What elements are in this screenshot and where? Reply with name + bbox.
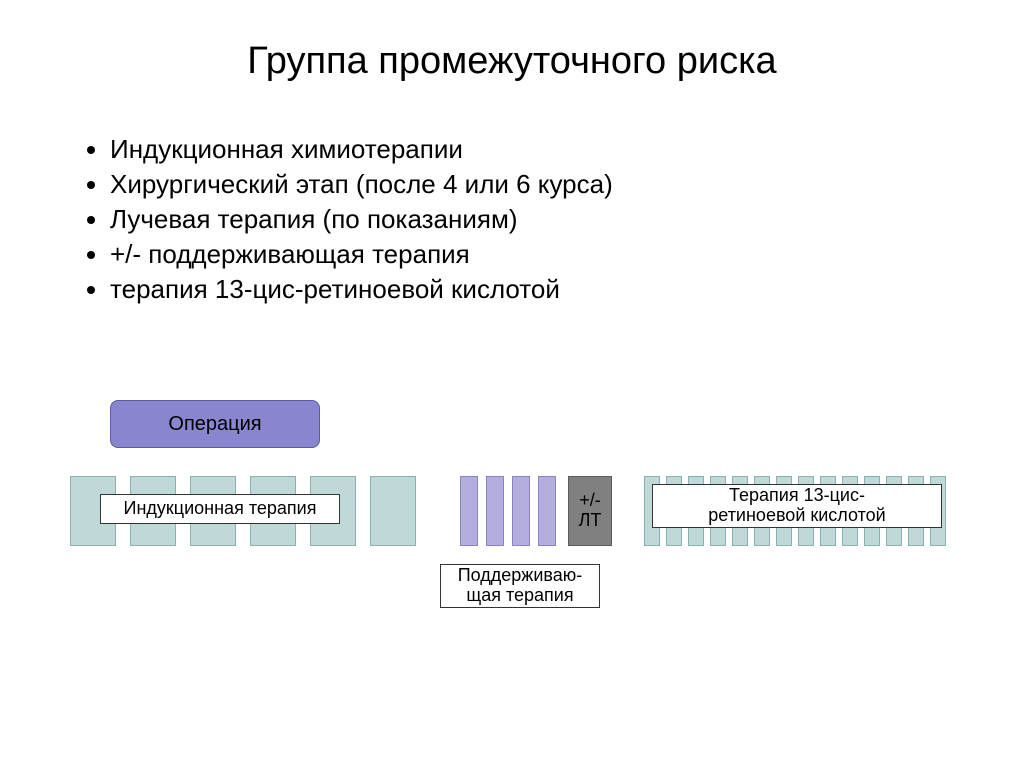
timeline-block [538, 476, 556, 546]
timeline-block [460, 476, 478, 546]
bullet-item: Лучевая терапия (по показаниям) [110, 202, 902, 237]
retinoic-label: Терапия 13-цис-ретиноевой кислотой [652, 484, 942, 528]
bullet-item: +/- поддерживающая терапия [110, 237, 902, 272]
timeline-block [512, 476, 530, 546]
bullet-item: терапия 13-цис-ретиноевой кислотой [110, 272, 902, 307]
timeline-block [370, 476, 416, 546]
timeline-block [486, 476, 504, 546]
bullet-item: Индукционная химиотерапии [110, 132, 902, 167]
induction-label: Индукционная терапия [100, 494, 340, 524]
maintenance-label: Поддерживаю-щая терапия [440, 564, 600, 608]
slide-title: Группа промежуточного риска [0, 40, 1024, 83]
bullet-list: Индукционная химиотерапииХирургический э… [82, 132, 902, 307]
bullet-item: Хирургический этап (после 4 или 6 курса) [110, 167, 902, 202]
lt-block: +/-ЛТ [568, 476, 612, 546]
operation-box: Операция [110, 400, 320, 448]
treatment-timeline-diagram: +/-ЛТ Операция Индукционная терапия Терапия… [70, 400, 970, 700]
